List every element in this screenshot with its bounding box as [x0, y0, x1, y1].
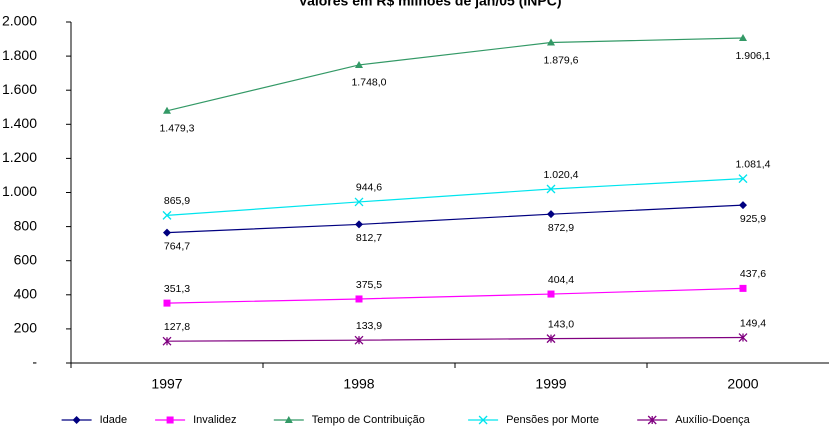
data-label: 143,0	[548, 318, 574, 330]
chart-title: Valores em R$ milhões de jan/05 (INPC)	[299, 0, 562, 9]
y-tick-label: 600	[14, 251, 38, 267]
legend-marker	[166, 416, 174, 424]
data-label: 351,3	[164, 283, 190, 295]
y-tick-label: 200	[14, 320, 38, 336]
data-point	[162, 210, 172, 220]
y-tick-label: 1.000	[2, 183, 37, 199]
data-point	[739, 34, 747, 42]
data-point	[355, 220, 363, 229]
data-point	[547, 210, 555, 219]
x-tick-label: 1998	[343, 376, 374, 392]
data-point	[354, 335, 364, 345]
data-label: 404,4	[548, 274, 574, 286]
y-tick-label: 1.200	[2, 149, 37, 165]
data-label: 925,9	[740, 213, 766, 225]
legend-label: Idade	[100, 414, 128, 426]
x-tick-label: 1997	[151, 376, 182, 392]
legend-marker	[478, 415, 488, 425]
data-label: 1.081,4	[735, 158, 770, 170]
data-label: 437,6	[740, 268, 766, 280]
y-tick-label: 1.600	[2, 81, 37, 97]
series-line	[166, 204, 744, 234]
data-point	[162, 336, 172, 346]
data-label: 872,9	[548, 222, 574, 234]
data-label: 1.020,4	[543, 169, 578, 181]
series-line	[166, 178, 744, 216]
data-label: 865,9	[164, 195, 190, 207]
data-label: 127,8	[164, 321, 190, 333]
legend-label: Pensões por Morte	[506, 414, 599, 426]
data-label: 1.879,6	[543, 54, 578, 66]
legend-marker	[284, 416, 293, 423]
data-point	[355, 295, 363, 303]
data-label: 375,5	[356, 279, 382, 291]
data-point	[738, 333, 748, 342]
data-point	[163, 299, 171, 307]
y-tick-label: -	[32, 354, 37, 370]
y-tick-label: 400	[14, 286, 38, 302]
data-point	[163, 228, 171, 237]
x-tick-label: 2000	[727, 376, 758, 392]
data-point	[546, 334, 556, 344]
series-line	[166, 287, 744, 304]
legend-marker	[647, 415, 657, 425]
data-label: 149,4	[740, 317, 766, 329]
data-label: 944,6	[356, 182, 382, 194]
data-label: 1.479,3	[159, 123, 194, 135]
data-point	[355, 60, 363, 68]
y-tick-label: 800	[14, 217, 38, 233]
series-line	[166, 37, 744, 112]
data-label: 812,7	[356, 232, 382, 244]
data-label: 764,7	[164, 240, 190, 252]
data-label: 1.748,0	[351, 77, 386, 89]
data-point	[354, 197, 364, 207]
data-label: 133,9	[356, 320, 382, 332]
data-label: 1.906,1	[735, 50, 770, 62]
x-tick-label: 1999	[535, 376, 566, 392]
y-tick-label: 1.800	[2, 47, 37, 63]
y-tick-label: 1.400	[2, 115, 37, 131]
data-point	[547, 290, 555, 298]
data-point	[739, 201, 747, 210]
legend-label: Invalidez	[193, 414, 236, 426]
data-point	[738, 174, 748, 184]
legend-label: Tempo de Contribuição	[312, 414, 425, 426]
series-line	[166, 336, 744, 342]
legend-marker	[72, 416, 81, 424]
data-point	[163, 106, 171, 114]
legend-label: Auxílio-Doença	[675, 414, 750, 426]
data-point	[739, 284, 747, 292]
data-point	[547, 38, 555, 46]
y-tick-label: 2.000	[2, 13, 37, 29]
data-point	[546, 184, 556, 194]
